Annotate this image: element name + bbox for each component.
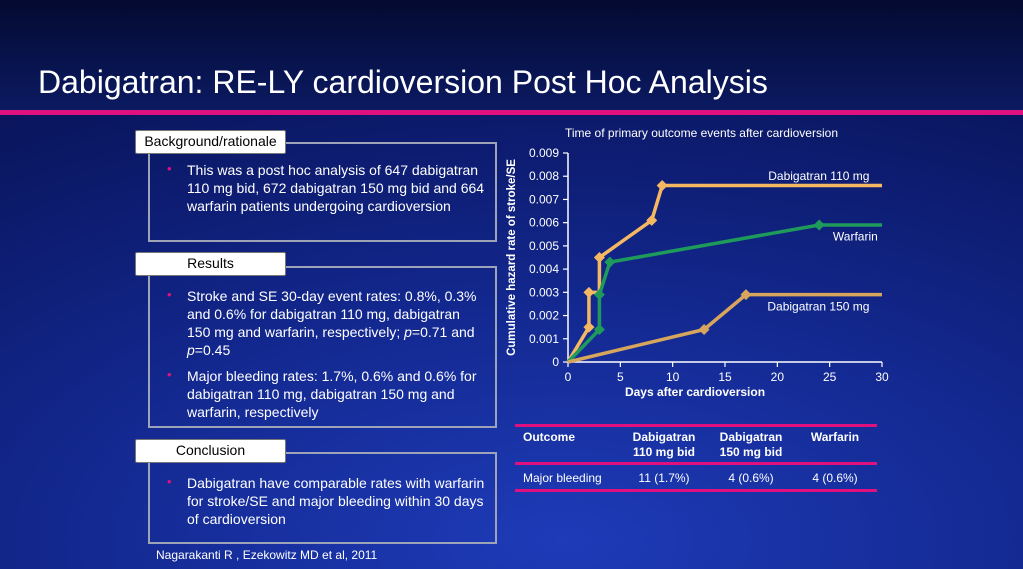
- x-axis-label: Days after cardioversion: [625, 385, 765, 399]
- data-point-dabigatran-110: [656, 180, 668, 192]
- x-tick-label: 20: [771, 370, 785, 384]
- data-point-dabigatran-150: [740, 289, 752, 301]
- series-label-dabigatran-110: Dabigatran 110 mg: [768, 169, 869, 183]
- list-item: • Stroke and SE 30-day event rates: 0.8%…: [157, 287, 487, 359]
- col-header-outcome: Outcome: [523, 430, 576, 444]
- conclusion-bullets: • Dabigatran have comparable rates with …: [157, 474, 487, 528]
- slide-title: Dabigatran: RE-LY cardioversion Post Hoc…: [38, 64, 768, 100]
- y-tick-label: 0.005: [529, 239, 559, 253]
- x-tick-label: 15: [718, 370, 732, 384]
- list-item: • Major bleeding rates: 1.7%, 0.6% and 0…: [157, 367, 487, 421]
- list-item: • This was a post hoc analysis of 647 da…: [157, 161, 487, 215]
- data-point-dabigatran-110: [593, 252, 605, 263]
- table-cell-dabigatran-110: 11 (1.7%): [638, 471, 690, 485]
- x-tick-label: 0: [565, 370, 572, 384]
- col-header-dabigatran-150-text: Dabigatran 150 mg bid: [719, 430, 783, 459]
- background-label: Background/rationale: [135, 130, 286, 154]
- conclusion-text: Dabigatran have comparable rates with wa…: [187, 475, 485, 527]
- background-panel: [148, 142, 497, 242]
- list-item: • Dabigatran have comparable rates with …: [157, 474, 487, 528]
- y-tick-label: 0.003: [529, 285, 559, 299]
- results-bullets: • Stroke and SE 30-day event rates: 0.8%…: [157, 287, 487, 421]
- bleeding-table: Outcome Dabigatran 110 mg bid Dabigatran…: [515, 424, 877, 496]
- x-tick-label: 30: [875, 370, 889, 384]
- y-tick-label: 0.008: [529, 169, 559, 183]
- results-label: Results: [135, 252, 286, 276]
- series-line-warfarin: [566, 223, 882, 364]
- x-tick-label: 10: [666, 370, 680, 384]
- results-text-1: Stroke and SE 30-day event rates: 0.8%, …: [187, 288, 477, 358]
- table-rule-top: [515, 424, 877, 427]
- data-point-warfarin: [593, 289, 605, 301]
- table-rule-mid: [515, 462, 877, 465]
- y-tick-label: 0.007: [529, 192, 559, 206]
- hazard-chart: 0 0.001 0.002 0.003 0.004 0.005 0.006 0.007 0.00…: [506, 146, 889, 399]
- conclusion-panel: [148, 452, 497, 544]
- data-point-dabigatran-110: [646, 214, 658, 226]
- bullet-icon: •: [167, 161, 172, 176]
- col-header-warfarin: Warfarin: [810, 430, 860, 444]
- y-tick-label: 0: [552, 355, 559, 369]
- citation: Nagarakanti R , Ezekowitz MD et al, 2011: [156, 548, 378, 562]
- title-divider: [0, 110, 1023, 115]
- y-tick-label: 0.002: [529, 309, 559, 323]
- y-tick-label: 0.006: [529, 216, 559, 230]
- results-text-2: Major bleeding rates: 1.7%, 0.6% and 0.6…: [187, 368, 477, 420]
- title-band: [0, 0, 1023, 112]
- series-label-dabigatran-150: Dabigatran 150 mg: [767, 299, 869, 313]
- series-line-dabigatran-150: [567, 292, 882, 364]
- data-point-dabigatran-110: [583, 321, 595, 333]
- table-rule-bottom: [515, 489, 877, 492]
- col-header-dabigatran-150: Dabigatran 150 mg bid: [706, 430, 796, 460]
- chart-title: Time of primary outcome events after car…: [565, 126, 838, 140]
- p-symbol: p: [404, 324, 412, 340]
- table-cell-warfarin: 4 (0.6%): [812, 471, 858, 485]
- background-bullets: • This was a post hoc analysis of 647 da…: [157, 161, 487, 215]
- background-text: This was a post hoc analysis of 647 dabi…: [187, 162, 485, 214]
- bullet-icon: •: [167, 287, 172, 302]
- bullet-icon: •: [167, 474, 172, 489]
- series-label-warfarin: Warfarin: [833, 230, 878, 244]
- data-point-dabigatran-110: [583, 286, 595, 298]
- x-tick-label: 5: [617, 370, 624, 384]
- results-panel: [148, 266, 497, 428]
- table-row-label: Major bleeding: [523, 471, 602, 485]
- y-axis-label: Cumulative hazard rate of stroke/SE: [506, 159, 518, 356]
- y-tick-label: 0.009: [529, 146, 559, 160]
- data-point-warfarin: [593, 323, 605, 335]
- y-tick-label: 0.001: [529, 332, 559, 346]
- series-line-dabigatran-110: [566, 183, 882, 363]
- conclusion-label: Conclusion: [135, 439, 286, 463]
- x-tick-label: 25: [823, 370, 837, 384]
- y-tick-label: 0.004: [529, 262, 559, 276]
- bullet-icon: •: [167, 367, 172, 382]
- table-cell-dabigatran-150: 4 (0.6%): [728, 471, 774, 485]
- col-header-dabigatran-110-text: Dabigatran 110 mg bid: [632, 430, 696, 459]
- data-point-warfarin: [813, 219, 825, 231]
- data-point-dabigatran-150: [698, 323, 710, 335]
- p-symbol: p: [187, 342, 195, 358]
- data-point-warfarin: [604, 256, 616, 268]
- col-header-dabigatran-110: Dabigatran 110 mg bid: [619, 430, 709, 460]
